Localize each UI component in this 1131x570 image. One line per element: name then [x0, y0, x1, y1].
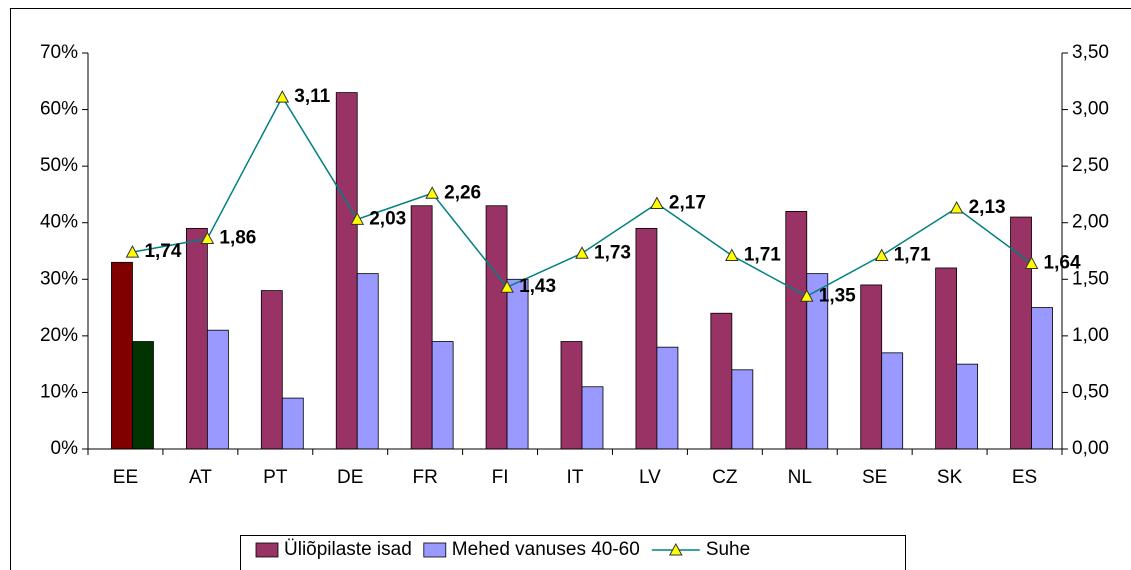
x-tick-label: CZ [712, 467, 738, 488]
y-tick-label: 50% [40, 155, 78, 176]
y-tick-label: 20% [40, 325, 78, 346]
bar [860, 284, 883, 450]
bar [485, 205, 508, 450]
legend-box [240, 535, 906, 570]
data-label: 2,26 [444, 182, 481, 203]
x-tick-label: FR [412, 467, 437, 488]
bar [281, 397, 304, 450]
bar [956, 363, 979, 450]
marker [1024, 256, 1039, 269]
data-label: 1,71 [894, 245, 931, 266]
x-tick-label: SK [937, 467, 963, 488]
bar [581, 386, 604, 450]
bar [785, 210, 808, 450]
data-label: 2,13 [969, 197, 1006, 218]
marker [650, 196, 664, 209]
legend-label: Mehed vanuses 40-60 [452, 539, 640, 560]
y2-tick-label: 3,00 [1072, 99, 1109, 120]
marker [500, 280, 514, 293]
bar [431, 341, 454, 450]
y2-tick-label: 1,00 [1072, 325, 1109, 346]
bar [635, 227, 658, 450]
bar [935, 267, 958, 450]
y2-tick-label: 0,50 [1072, 381, 1109, 402]
x-tick-label: NL [788, 467, 812, 488]
data-label: 1,43 [519, 276, 556, 297]
y-tick-label: 70% [40, 42, 78, 63]
bar [656, 346, 679, 450]
marker [275, 90, 290, 103]
y2-tick-label: 2,00 [1072, 212, 1109, 233]
bar [1031, 307, 1053, 450]
y2-tick-label: 1,50 [1072, 268, 1109, 289]
bar [185, 227, 208, 450]
marker [200, 231, 215, 245]
x-tick-label: DE [337, 467, 363, 488]
x-tick-label: IT [567, 467, 584, 488]
x-tick-label: PT [263, 467, 288, 488]
x-tick-label: AT [189, 467, 212, 488]
y-tick-label: 0% [51, 438, 79, 459]
bar [335, 92, 358, 450]
bar [206, 329, 229, 450]
x-tick-label: SE [862, 467, 887, 488]
y-tick-label: 30% [40, 268, 78, 289]
x-tick-label: EE [113, 467, 138, 488]
marker [575, 246, 589, 259]
y-tick-label: 40% [40, 212, 78, 233]
legend-marker [668, 542, 683, 556]
bar [132, 341, 154, 450]
bar [356, 273, 379, 450]
data-label: 1,73 [594, 242, 631, 263]
bar [111, 261, 133, 450]
data-label: 1,86 [219, 228, 256, 249]
bar [881, 352, 904, 450]
data-label: 1,64 [1044, 252, 1081, 273]
bar [710, 312, 733, 450]
bar [1010, 216, 1032, 450]
marker [874, 248, 889, 262]
data-label: 2,17 [669, 192, 706, 213]
data-label: 1,74 [144, 241, 181, 262]
data-label: 2,03 [369, 208, 406, 229]
marker [725, 248, 739, 262]
bar [410, 205, 433, 450]
y2-tick-label: 2,50 [1072, 155, 1109, 176]
legend-swatch [423, 542, 447, 558]
marker [949, 200, 964, 214]
bar [560, 341, 583, 450]
marker [125, 245, 140, 258]
bar [506, 278, 529, 450]
legend-label: Suhe [706, 539, 750, 560]
marker [799, 289, 814, 302]
marker [425, 186, 439, 199]
data-label: 3,11 [294, 86, 330, 107]
x-tick-label: FI [492, 467, 509, 488]
bar [731, 369, 754, 450]
y2-tick-label: 3,50 [1072, 42, 1109, 63]
bar [260, 290, 283, 450]
marker [350, 212, 365, 225]
legend-swatch [255, 542, 279, 558]
data-label: 1,35 [819, 285, 856, 306]
x-tick-label: LV [639, 467, 661, 488]
y-tick-label: 10% [40, 381, 78, 402]
legend-label: Üliõpilaste isad [284, 539, 412, 560]
data-label: 1,71 [744, 245, 781, 266]
y2-tick-label: 0,00 [1072, 438, 1109, 459]
x-tick-label: ES [1012, 467, 1037, 488]
y-tick-label: 60% [40, 99, 78, 120]
